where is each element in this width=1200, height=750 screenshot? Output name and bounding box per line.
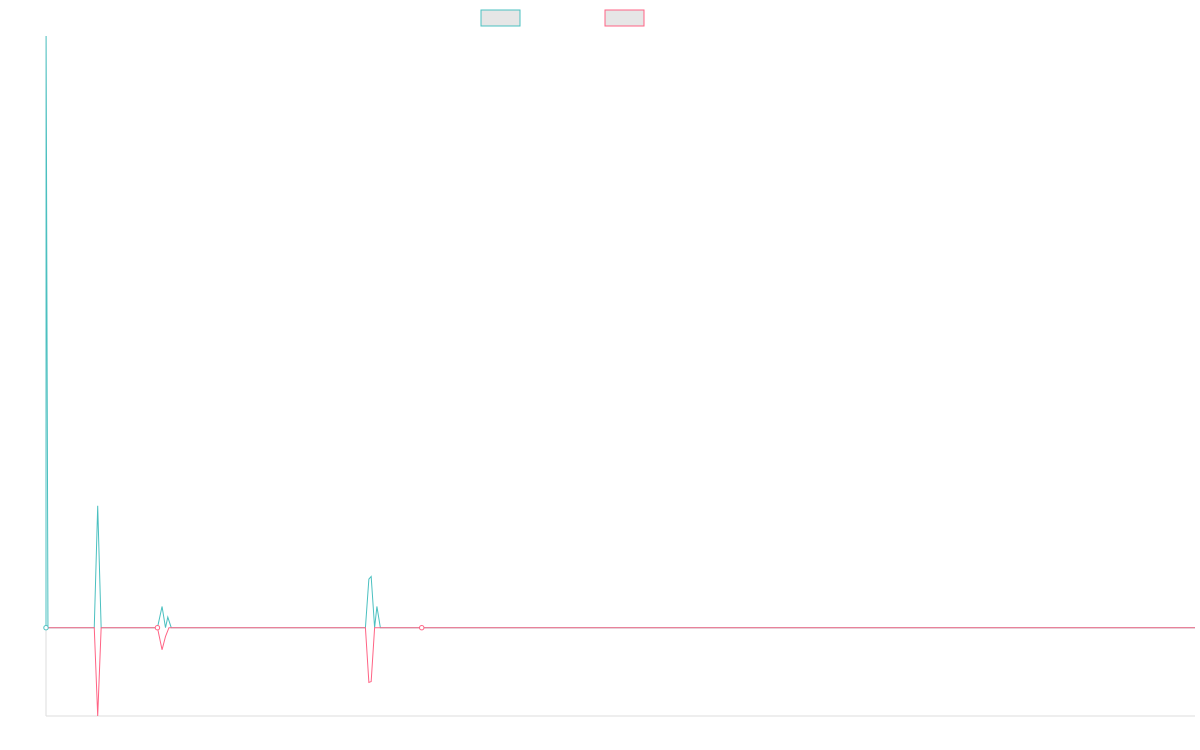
data-point-marker[interactable]	[419, 624, 425, 631]
data-point-marker[interactable]	[43, 624, 49, 631]
series-line-2	[46, 627, 1195, 717]
chart-markers	[43, 624, 425, 631]
legend-item-1[interactable]	[480, 9, 521, 27]
data-point-marker[interactable]	[154, 624, 161, 631]
series-line-1	[45, 35, 1195, 629]
chart-series	[45, 35, 1195, 717]
legend-swatch	[604, 9, 645, 27]
chart-axes	[45, 36, 1195, 717]
legend-swatch	[480, 9, 521, 27]
legend-item-2[interactable]	[604, 9, 645, 27]
legend[interactable]	[480, 9, 645, 27]
